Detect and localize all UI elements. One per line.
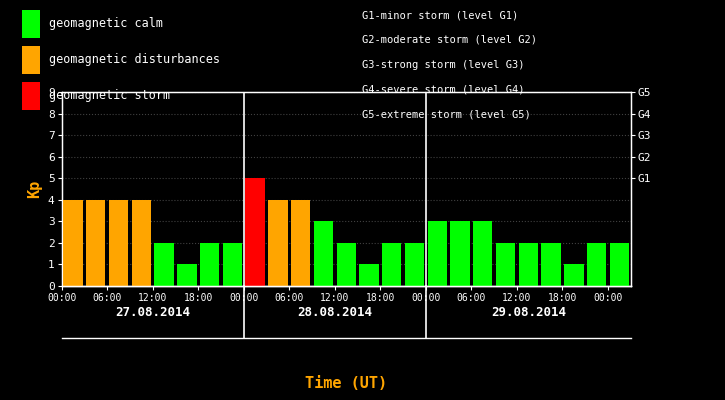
Text: 27.08.2014: 27.08.2014 (115, 306, 190, 318)
Bar (177, 264, 196, 286)
Bar (223, 243, 242, 286)
Text: G3-strong storm (level G3): G3-strong storm (level G3) (362, 60, 525, 70)
Text: geomagnetic storm: geomagnetic storm (49, 90, 170, 102)
Text: G5-extreme storm (level G5): G5-extreme storm (level G5) (362, 109, 531, 119)
Bar (382, 243, 402, 286)
Text: 28.08.2014: 28.08.2014 (297, 306, 373, 318)
Bar (564, 264, 584, 286)
Y-axis label: Kp: Kp (28, 180, 42, 198)
Text: Time (UT): Time (UT) (305, 376, 387, 392)
Bar (154, 243, 174, 286)
Bar (314, 221, 333, 286)
Text: 29.08.2014: 29.08.2014 (491, 306, 566, 318)
Bar (610, 243, 629, 286)
Bar (542, 243, 560, 286)
Text: G2-moderate storm (level G2): G2-moderate storm (level G2) (362, 35, 537, 45)
Bar (86, 200, 105, 286)
Bar (246, 178, 265, 286)
Text: geomagnetic calm: geomagnetic calm (49, 18, 162, 30)
Bar (518, 243, 538, 286)
Bar (360, 264, 378, 286)
Text: G4-severe storm (level G4): G4-severe storm (level G4) (362, 84, 525, 94)
Bar (291, 200, 310, 286)
Bar (336, 243, 356, 286)
Text: geomagnetic disturbances: geomagnetic disturbances (49, 54, 220, 66)
Bar (63, 200, 83, 286)
Bar (496, 243, 515, 286)
Bar (132, 200, 151, 286)
Bar (428, 221, 447, 286)
Text: G1-minor storm (level G1): G1-minor storm (level G1) (362, 10, 519, 20)
Bar (405, 243, 424, 286)
Bar (450, 221, 470, 286)
Bar (109, 200, 128, 286)
Bar (268, 200, 288, 286)
Bar (473, 221, 492, 286)
Bar (200, 243, 219, 286)
Bar (587, 243, 606, 286)
